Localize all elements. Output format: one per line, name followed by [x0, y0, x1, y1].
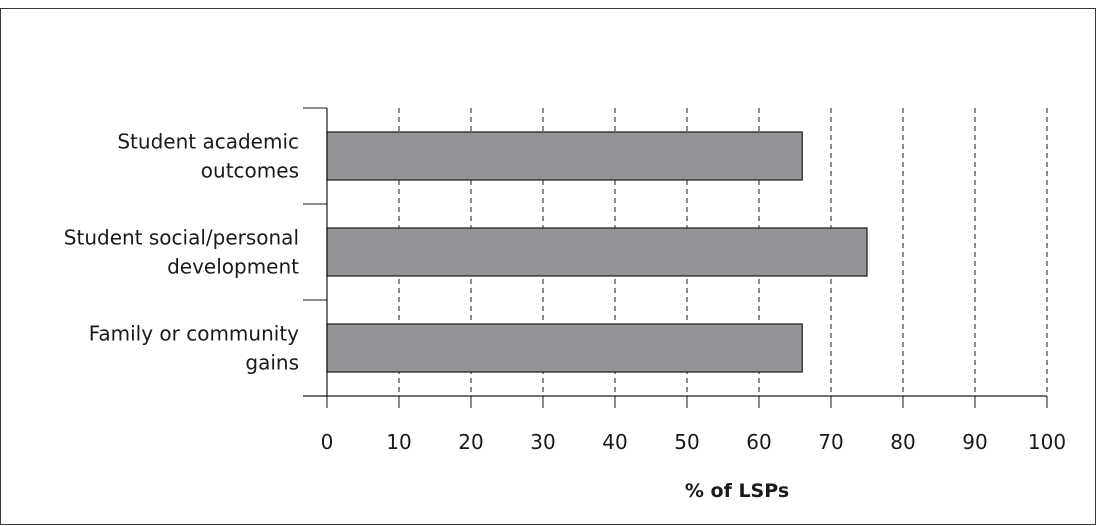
x-axis-title: % of LSPs — [685, 480, 789, 502]
bar-0 — [326, 131, 803, 181]
category-label-2-line-0: Family or community — [89, 322, 299, 346]
x-tick-label-30: 30 — [530, 430, 555, 454]
bar-2 — [326, 323, 803, 373]
category-label-0: Student academic outcomes — [117, 130, 299, 183]
category-label-0-line-1: outcomes — [201, 159, 299, 183]
x-tick-label-100: 100 — [1028, 430, 1066, 454]
x-tick-label-10: 10 — [386, 430, 411, 454]
category-label-2-line-1: gains — [245, 351, 299, 375]
x-tick-label-70: 70 — [818, 430, 843, 454]
category-label-2: Family or community gains — [89, 322, 299, 375]
bar-1 — [326, 227, 868, 277]
x-tick-label-20: 20 — [458, 430, 483, 454]
x-tick-label-60: 60 — [746, 430, 771, 454]
axes — [303, 107, 1048, 408]
x-tick-label-40: 40 — [602, 430, 627, 454]
category-label-1-line-1: development — [167, 255, 299, 279]
x-tick-label-50: 50 — [674, 430, 699, 454]
category-label-1-line-0: Student social/personal — [64, 226, 299, 250]
x-tick-label-80: 80 — [890, 430, 915, 454]
category-labels: Student academic outcomes Student social/p… — [64, 130, 299, 375]
category-label-0-line-0: Student academic — [117, 130, 299, 154]
x-tick-label-90: 90 — [962, 430, 987, 454]
category-label-1: Student social/personal development — [64, 226, 299, 279]
x-tick-label-0: 0 — [321, 430, 334, 454]
bars — [326, 131, 868, 373]
x-tick-labels: 0 10 20 30 40 50 60 70 80 90 100 — [321, 430, 1066, 454]
